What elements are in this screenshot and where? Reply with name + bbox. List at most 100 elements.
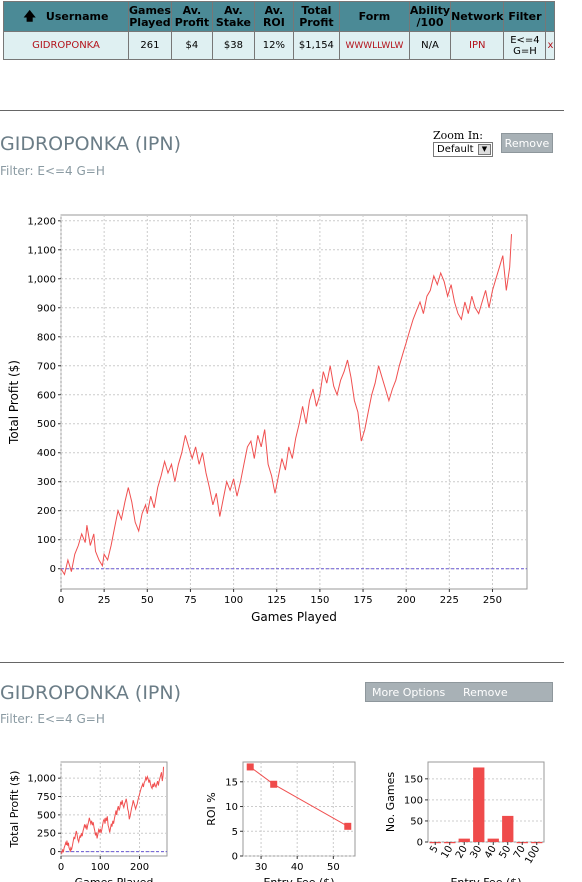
remove-button[interactable]: Remove	[501, 133, 553, 153]
panel-filter: Filter: E<=4 G=H	[0, 712, 105, 726]
y-tick-label: 15	[225, 777, 238, 788]
x-tick-label: 250	[483, 595, 502, 606]
x-tick-label: 25	[98, 595, 111, 606]
roi-data-point	[270, 780, 278, 788]
panel-button-bar: More Options Remove	[365, 682, 553, 702]
col-filter[interactable]: Filter	[503, 1, 547, 32]
plot-area	[60, 761, 168, 857]
cell-form: WWWLLWLW	[338, 31, 410, 60]
x-tick-label: 125	[267, 595, 286, 606]
x-tick-label: 5	[428, 844, 441, 855]
zoom-select[interactable]: Default ▼	[433, 142, 493, 157]
remove-row-button[interactable]: x	[545, 31, 556, 60]
cell-games-played: 261	[128, 31, 172, 60]
col-remove	[545, 1, 556, 32]
cell-av-roi: 12%	[253, 31, 294, 60]
y-tick-label: 0	[232, 852, 238, 863]
col-av-stake[interactable]: Av. Stake	[211, 1, 255, 32]
y-tick-label: 750	[37, 792, 56, 803]
y-tick-label: 100	[404, 795, 423, 806]
x-tick-label: 50	[141, 595, 154, 606]
col-username[interactable]: 🡅 Username	[3, 1, 129, 32]
y-tick-label: 50	[410, 816, 423, 827]
col-ability[interactable]: Ability/100	[408, 1, 452, 32]
cell-av-stake: $38	[211, 31, 255, 60]
y-tick-label: 0	[417, 838, 423, 849]
y-tick-label: 900	[37, 303, 56, 314]
y-tick-label: 200	[37, 506, 56, 517]
panel-title: GIDROPONKA (IPN)	[0, 133, 182, 155]
table-header-row: 🡅 Username Games Played Av. Profit Av. Stake…	[3, 1, 556, 32]
bar	[502, 815, 514, 842]
y-tick-label: 100	[37, 535, 56, 546]
zoom-select-value: Default	[437, 144, 474, 155]
x-axis-label: Games Played	[251, 610, 337, 624]
x-axis-label: Games Played	[75, 876, 154, 882]
x-tick-label: 40	[483, 844, 499, 861]
col-network[interactable]: Network	[450, 1, 505, 32]
y-tick-label: 5	[232, 827, 238, 838]
y-axis-label: Total Profit ($)	[7, 360, 21, 445]
roi-chart: 0 5 10 15 30 40 50 Entry Fee ($) ROI %	[205, 761, 356, 882]
cell-network: IPN	[450, 31, 505, 60]
y-tick-label: 1,100	[27, 245, 56, 256]
y-tick-label: 250	[37, 829, 56, 840]
x-tick-label: 20	[454, 844, 470, 861]
col-games-played[interactable]: Games Played	[128, 1, 172, 32]
section-divider	[0, 110, 564, 111]
col-total-profit[interactable]: Total Profit	[292, 1, 340, 32]
y-tick-label: 800	[37, 332, 56, 343]
x-tick-label: 225	[440, 595, 459, 606]
panel-filter: Filter: E<=4 G=H	[0, 164, 105, 178]
bar	[487, 838, 499, 842]
plot-area	[427, 761, 545, 843]
panel-title: GIDROPONKA (IPN)	[0, 682, 182, 704]
chevron-down-icon[interactable]: ▼	[478, 144, 491, 155]
cell-total-profit: $1,154	[292, 31, 340, 60]
y-tick-label: 300	[37, 477, 56, 488]
y-tick-label: 700	[37, 361, 56, 372]
zoom-label: Zoom In:	[433, 129, 483, 142]
roi-data-point	[246, 763, 254, 771]
y-axis-label: No. Games	[384, 772, 397, 833]
y-tick-label: 0	[50, 847, 56, 858]
x-tick-label: 100	[523, 844, 542, 866]
x-tick-label: 50	[327, 862, 340, 873]
bar	[473, 767, 485, 842]
cell-av-profit: $4	[170, 31, 213, 60]
col-form[interactable]: Form	[338, 1, 410, 32]
entry-fee-chart: 0 50 100 150 Entry Fee ($) No. Games 510203040…	[384, 761, 545, 882]
profit-series-line	[60, 234, 512, 576]
cell-ability: N/A	[408, 31, 452, 60]
y-tick-label: 500	[37, 419, 56, 430]
y-tick-label: 400	[37, 448, 56, 459]
section-divider	[0, 662, 564, 663]
y-tick-label: 500	[37, 810, 56, 821]
y-tick-label: 1,200	[27, 216, 56, 227]
results-table: 🡅 Username Games Played Av. Profit Av. Stake…	[3, 1, 556, 60]
sort-up-arrow-icon[interactable]: 🡅	[23, 9, 36, 23]
x-tick-label: 100	[91, 862, 110, 873]
col-av-profit[interactable]: Av. Profit	[170, 1, 213, 32]
table-row: GIDROPONKA 261 $4 $38 12% $1,154 WWWLLWL…	[3, 31, 556, 60]
y-tick-label: 1,000	[27, 774, 56, 785]
y-tick-label: 0	[50, 564, 56, 575]
x-tick-label: 100	[224, 595, 243, 606]
x-axis-label: Entry Fee ($)	[263, 876, 334, 882]
y-axis-label: ROI %	[205, 792, 218, 826]
x-axis-label: Entry Fee ($)	[450, 876, 521, 882]
x-tick-label: 200	[130, 862, 149, 873]
x-tick-label: 50	[497, 844, 513, 861]
y-tick-label: 1,000	[27, 274, 56, 285]
more-options-button[interactable]: More Options	[372, 686, 446, 699]
col-av-roi[interactable]: Av. ROI	[253, 1, 294, 32]
remove-button[interactable]: Remove	[463, 686, 508, 699]
plot-area	[242, 761, 356, 857]
roi-data-point	[344, 822, 352, 830]
cell-username[interactable]: GIDROPONKA	[3, 31, 129, 60]
x-tick-label: 200	[397, 595, 416, 606]
x-tick-label: 75	[184, 595, 197, 606]
cell-filter: E<=4 G=H	[503, 31, 547, 60]
y-tick-label: 600	[37, 390, 56, 401]
x-tick-label: 0	[58, 862, 64, 873]
